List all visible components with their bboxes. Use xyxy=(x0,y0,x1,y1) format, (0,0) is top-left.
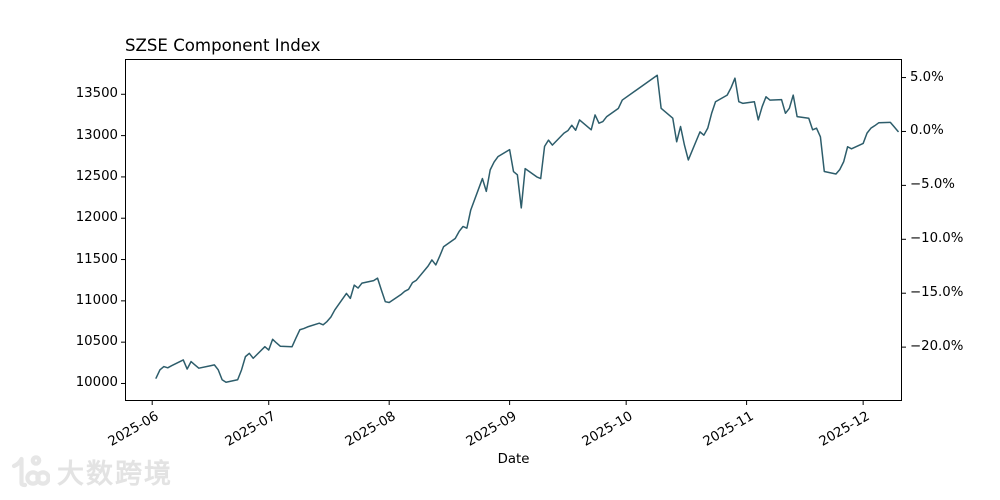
y-tick-label-right: 0.0% xyxy=(910,123,944,139)
index-line-series xyxy=(155,74,899,383)
x-tick-label: 2025-07 xyxy=(222,409,279,450)
y-tick-label-left: 13500 xyxy=(75,86,118,102)
y-tick-label-left: 12000 xyxy=(75,210,118,226)
y-tick-label-right: −20.0% xyxy=(910,339,964,355)
y-tick-label-right: 5.0% xyxy=(910,69,944,85)
x-tick-label: 2025-11 xyxy=(700,409,757,450)
chart-title: SZSE Component Index xyxy=(125,36,321,55)
watermark-logo-icon xyxy=(11,455,50,488)
x-tick-label: 2025-09 xyxy=(463,409,520,450)
x-tick-label: 2025-10 xyxy=(580,409,636,450)
plot-border xyxy=(125,59,902,401)
y-tick-label-right: −5.0% xyxy=(910,177,955,193)
y-tick-label-left: 10000 xyxy=(75,375,118,391)
y-tick-label-left: 13000 xyxy=(75,127,118,143)
y-tick-label-left: 12500 xyxy=(75,168,118,184)
watermark-text: 大数跨境 xyxy=(57,458,173,490)
x-tick-label: 2025-06 xyxy=(106,409,162,450)
x-tick-label: 2025-08 xyxy=(343,409,399,450)
y-tick-label-right: −15.0% xyxy=(910,285,964,301)
x-axis-title: Date xyxy=(497,452,530,467)
y-tick-label-left: 11000 xyxy=(75,292,118,308)
y-tick-label-right: −10.0% xyxy=(910,231,964,247)
watermark: 大数跨境 xyxy=(8,451,173,491)
x-tick-label: 2025-12 xyxy=(817,409,873,450)
y-tick-label-left: 11500 xyxy=(75,251,118,267)
plot-area xyxy=(121,59,906,405)
y-tick-label-left: 10500 xyxy=(75,334,118,350)
